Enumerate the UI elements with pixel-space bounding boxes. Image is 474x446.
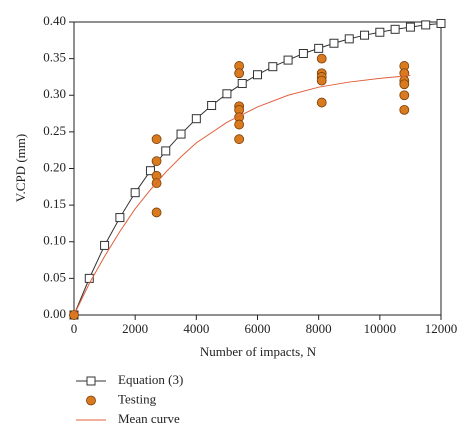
legend-marker: [86, 395, 96, 406]
data-point: [436, 18, 446, 28]
x-tick-label: 0: [71, 321, 78, 336]
x-tick-label: 12000: [425, 321, 458, 336]
data-point: [316, 53, 327, 64]
data-point: [191, 114, 201, 124]
data-point: [115, 213, 125, 223]
data-point: [145, 166, 155, 176]
data-point: [161, 146, 171, 156]
data-point: [234, 68, 245, 79]
x-axis-label: Number of impacts, N: [200, 344, 317, 359]
data-point: [399, 90, 410, 101]
y-tick-label: 0.20: [43, 159, 66, 174]
legend-label: Mean curve: [118, 411, 180, 426]
legend-label: Testing: [118, 391, 157, 406]
data-point: [316, 75, 327, 86]
data-point: [234, 119, 245, 130]
legend-marker: [86, 376, 96, 386]
y-tick-label: 0.05: [43, 269, 66, 284]
y-tick-label: 0.10: [43, 233, 66, 248]
y-tick-label: 0.40: [43, 13, 66, 28]
data-point: [283, 55, 293, 65]
y-tick-label: 0.15: [43, 196, 66, 211]
y-tick-label: 0.35: [43, 50, 66, 65]
data-point: [316, 97, 327, 108]
data-point: [151, 156, 162, 167]
data-point: [207, 101, 217, 111]
legend-label: Equation (3): [118, 372, 183, 387]
data-point: [130, 188, 140, 198]
x-tick-label: 4000: [183, 321, 209, 336]
data-point: [268, 62, 278, 72]
x-tick-label: 8000: [306, 321, 332, 336]
data-point: [375, 27, 385, 37]
data-point: [222, 89, 232, 99]
data-point: [314, 43, 324, 53]
data-point: [151, 207, 162, 218]
y-tick-label: 0.00: [43, 306, 66, 321]
data-point: [234, 134, 245, 145]
series-line: [73, 22, 442, 316]
data-point: [100, 240, 110, 250]
data-point: [399, 105, 410, 115]
x-tick-label: 6000: [245, 321, 271, 336]
series-line: [73, 74, 411, 316]
data-point: [237, 79, 247, 89]
y-tick-label: 0.30: [43, 86, 66, 101]
data-point: [84, 273, 94, 283]
data-point: [176, 129, 186, 139]
data-point: [298, 48, 308, 58]
data-point: [360, 30, 370, 40]
y-axis-label: V.CPD (mm): [13, 134, 28, 202]
data-point: [399, 79, 410, 90]
data-point: [344, 34, 354, 44]
x-tick-label: 2000: [122, 321, 148, 336]
data-point: [253, 70, 262, 80]
data-point: [390, 24, 400, 34]
data-point: [405, 22, 415, 32]
data-point: [421, 20, 431, 30]
plot-frame: [73, 21, 442, 316]
x-tick-label: 10000: [364, 321, 397, 336]
data-point: [151, 134, 162, 145]
data-point: [329, 38, 339, 48]
y-tick-label: 0.25: [43, 123, 66, 138]
